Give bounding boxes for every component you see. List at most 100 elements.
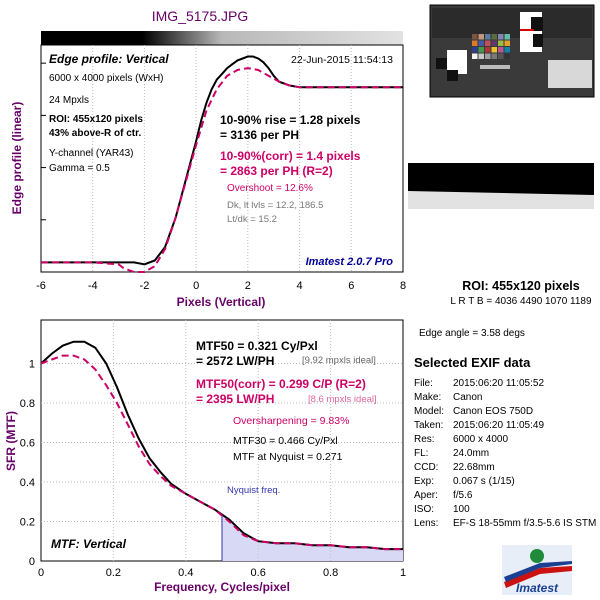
color-patch: [485, 41, 491, 47]
file-title: IMG_5175.JPG: [152, 8, 249, 24]
edge-panel-title: Edge profile: Vertical: [49, 52, 169, 66]
mtf50-lwph: = 2572 LW/PH: [196, 354, 274, 368]
roi-location: 43% above-R of ctr.: [49, 128, 141, 139]
gamma-label: Gamma = 0.5: [49, 163, 110, 174]
color-patch: [498, 34, 504, 40]
mtf-x-tick-label: 0.8: [323, 567, 338, 579]
color-patch: [485, 47, 491, 53]
rise-corrected-per-ph: = 2863 per PH (R=2): [220, 164, 333, 178]
exif-value: 22.68mm: [453, 462, 495, 473]
mtf-x-tick-label: 0.4: [178, 567, 193, 579]
color-patch: [498, 54, 504, 60]
edge-x-tick-label: -4: [88, 280, 98, 292]
color-patch: [485, 54, 491, 60]
edge-x-tick-label: 8: [400, 280, 406, 292]
exif-value: 2015:06:20 11:05:49: [453, 420, 544, 431]
mtf50-corrected-lwph: = 2395 LW/PH: [196, 392, 274, 406]
edge-x-axis-label: Pixels (Vertical): [177, 295, 266, 309]
image-dimensions: 6000 x 4000 pixels (WxH): [49, 73, 164, 84]
light-dark-ratio: Lt/dk = 15.2: [227, 214, 277, 225]
exif-key: ISO:: [414, 504, 434, 515]
exif-key: Taken:: [414, 420, 443, 431]
exif-key: File:: [414, 378, 433, 389]
color-patch: [505, 54, 511, 60]
exif-title: Selected EXIF data: [414, 355, 531, 370]
roi-size: ROI: 455x120 pixels: [49, 114, 143, 125]
exif-key: CCD:: [414, 462, 438, 473]
exif-table: File: 2015:06:20 11:05:52 Make: Canon Mo…: [414, 378, 596, 529]
exif-key: Res:: [414, 434, 435, 445]
exif-key: Model:: [414, 406, 444, 417]
color-patch: [492, 34, 498, 40]
color-patch: [479, 41, 485, 47]
edge-x-tick-label: 0: [193, 280, 199, 292]
channel-label: Y-channel (YAR43): [49, 148, 134, 159]
mtf-x-tick-label: 0.2: [106, 567, 121, 579]
exif-value: EF-S 18-55mm f/3.5-5.6 IS STM: [453, 518, 596, 529]
megapixels: 24 Mpxls: [49, 95, 89, 106]
mtf50-ideal: [9.92 mpxls ideal]: [302, 355, 376, 366]
color-patch: [472, 54, 478, 60]
edge-x-tick-label: 4: [297, 280, 303, 292]
mtf-x-tick-label: 0: [38, 567, 44, 579]
exif-value: Canon: [453, 392, 482, 403]
edge-x-tick-label: -2: [140, 280, 150, 292]
edge-x-tick-label: -6: [36, 280, 46, 292]
color-patch: [492, 47, 498, 53]
exif-value: 0.067 s (1/15): [453, 476, 515, 487]
chart-thumbnail: [430, 5, 594, 97]
color-patch: [479, 54, 485, 60]
edge-x-tick-label: 6: [348, 280, 354, 292]
edge-gradient-strip: [41, 31, 403, 45]
exif-key: Exp:: [414, 476, 434, 487]
color-patch: [485, 34, 491, 40]
edge-x-tick-label: 2: [245, 280, 251, 292]
mtf-y-axis-label: SFR (MTF): [4, 411, 18, 471]
edge-x-tick-labels: -6 -4 -2 0 2 4 6 8: [36, 280, 406, 292]
overshoot-value: Overshoot = 12.6%: [227, 183, 313, 194]
rise-corrected: 10-90%(corr) = 1.4 pixels: [220, 149, 361, 163]
exif-key: Aper:: [414, 490, 438, 501]
color-patch: [472, 41, 478, 47]
mtf-x-axis-label: Frequency, Cycles/pixel: [154, 580, 290, 594]
exif-key: FL:: [414, 448, 428, 459]
logo-circle-icon: [530, 549, 544, 563]
nyquist-label: Nyquist freq.: [227, 485, 280, 496]
mtf-x-tick-label: 0.6: [251, 567, 266, 579]
roi-title: ROI: 455x120 pixels: [462, 279, 579, 293]
exif-value: 100: [453, 504, 470, 515]
color-patch: [479, 34, 485, 40]
mtf30-value: MTF30 = 0.466 Cy/Pxl: [233, 435, 338, 447]
exif-value: 6000 x 4000: [453, 434, 508, 445]
exif-value: 24.0mm: [453, 448, 489, 459]
mtf50-corrected: MTF50(corr) = 0.299 C/P (R=2): [196, 377, 366, 391]
exif-key: Lens:: [414, 518, 438, 529]
color-patch: [498, 47, 504, 53]
imatest-version: Imatest 2.0.7 Pro: [306, 256, 394, 268]
color-patch: [479, 47, 485, 53]
imatest-logo: Imatest: [502, 545, 572, 595]
color-patch: [492, 54, 498, 60]
color-patch: [492, 41, 498, 47]
levels-value: Dk, lt lvls = 12.2, 186.5: [227, 200, 323, 211]
edge-angle: Edge angle = 3.58 degs: [419, 328, 525, 339]
oversharpening-value: Oversharpening = 9.83%: [233, 415, 349, 427]
color-patch: [505, 34, 511, 40]
edge-profile-panel: -6-4-202468 Edge profile: Vertical 22-Ju…: [10, 31, 406, 309]
color-patch: [505, 41, 511, 47]
rise-per-ph: = 3136 per PH: [220, 128, 299, 142]
mtf-y-tick-label: 0.2: [20, 516, 35, 528]
edge-roi-thumbnail: [408, 163, 594, 209]
mtf-y-tick-labels: 00.20.40.60.81: [20, 358, 35, 568]
exif-key: Make:: [414, 392, 441, 403]
rise-distance: 10-90% rise = 1.28 pixels: [220, 113, 361, 127]
exif-value: 2015:06:20 11:05:52: [453, 378, 544, 389]
exif-value: f/5.6: [453, 490, 473, 501]
mtf-y-tick-label: 0.8: [20, 398, 35, 410]
color-patch: [505, 47, 511, 53]
roi-lrtb: L R T B = 4036 4490 1070 1189: [450, 296, 592, 307]
mtf-x-tick-label: 1: [400, 567, 406, 579]
exif-value: Canon EOS 750D: [453, 406, 533, 417]
mtf-y-tick-label: 0.4: [20, 477, 35, 489]
